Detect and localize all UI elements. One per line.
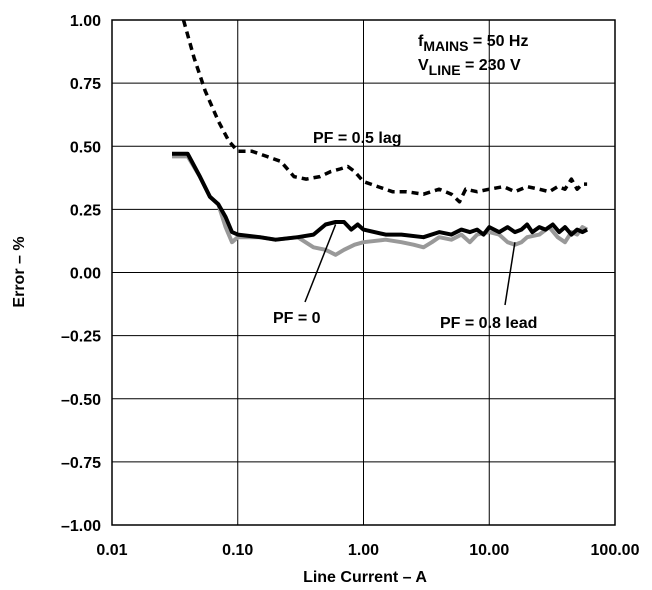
y-tick-label: –0.75 — [61, 455, 101, 472]
series-annotation-label: PF = 0 — [273, 310, 321, 327]
plot-frame — [111, 19, 616, 526]
x-axis-label: Line Current – A — [303, 569, 427, 586]
y-tick-label: 0.75 — [70, 76, 101, 93]
y-tick-label: 1.00 — [70, 13, 101, 30]
y-tick-label: 0.25 — [70, 202, 101, 219]
conditions-legend: fMAINS = 50 Hz VLINE = 230 V — [418, 33, 528, 78]
y-tick-label: –0.50 — [61, 392, 101, 409]
series-line-pf-0-8-lead — [172, 154, 589, 257]
series-line-pf-0 — [172, 151, 589, 242]
tick-labels: 0.01 0.10 1.00 10.00 100.00 1.00 0.75 0.50 0.25 0… — [61, 13, 640, 559]
x-tick-label: 0.01 — [96, 542, 127, 559]
condition-label: VLINE = 230 V — [418, 57, 521, 78]
y-axis-label: Error – % — [11, 236, 28, 307]
series-annotation-label: PF = 0.5 lag — [313, 130, 401, 147]
grid-lines — [111, 19, 616, 526]
series-annotations: PF = 0.5 lag PF = 0 PF = 0.8 lead — [273, 130, 537, 332]
y-tick-label: –0.25 — [61, 329, 101, 346]
series-annotation-label: PF = 0.8 lead — [440, 315, 537, 332]
y-tick-label: 0.50 — [70, 139, 101, 156]
annotation-leader-line — [304, 224, 337, 303]
series-layer — [172, 19, 589, 257]
x-tick-label: 10.00 — [469, 542, 509, 559]
condition-label: fMAINS = 50 Hz — [418, 33, 528, 54]
annotation-leader-line — [504, 242, 516, 306]
x-tick-label: 100.00 — [591, 542, 640, 559]
series-line-pf-0-5-lag — [181, 19, 588, 204]
y-tick-label: –1.00 — [61, 518, 101, 535]
x-tick-label: 1.00 — [348, 542, 379, 559]
y-tick-label: 0.00 — [70, 266, 101, 283]
x-tick-label: 0.10 — [222, 542, 253, 559]
